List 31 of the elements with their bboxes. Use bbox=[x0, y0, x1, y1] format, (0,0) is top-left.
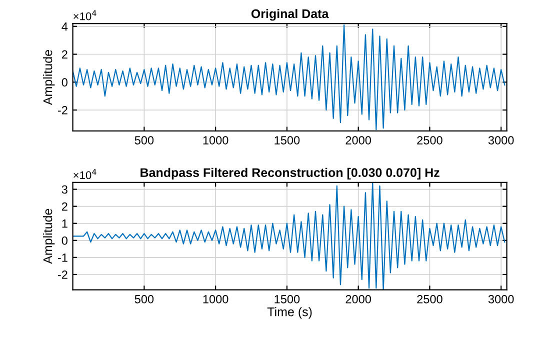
y-axis-title: Amplitude bbox=[43, 208, 55, 264]
line-series bbox=[72, 24, 506, 130]
x-tick-label: 1500 bbox=[274, 294, 300, 304]
y-tick-label: -2 bbox=[58, 106, 68, 114]
y-tick-label: -2 bbox=[58, 270, 68, 279]
x-tick-label: 1500 bbox=[274, 136, 300, 144]
y-tick-label: 4 bbox=[62, 22, 68, 31]
x-tick-label: 500 bbox=[134, 136, 154, 144]
y-tick-label: 3 bbox=[62, 185, 68, 194]
y-tick-label: 2 bbox=[62, 50, 68, 59]
y-tick-label: 0 bbox=[62, 236, 68, 245]
text: ×10$^{4}$ bbox=[74, 10, 96, 20]
x-axis-title: Time (s) bbox=[267, 307, 312, 319]
x-tick-label: 2500 bbox=[417, 136, 442, 144]
y-tick-label: 0 bbox=[62, 78, 68, 87]
y-tick-label: -1 bbox=[58, 254, 68, 262]
x-tick-label: 1000 bbox=[203, 136, 228, 144]
x-tick-label: 2500 bbox=[417, 294, 442, 304]
text: ×10$^{4}$ bbox=[74, 169, 96, 180]
x-tick-label: 3000 bbox=[488, 294, 514, 304]
chart-title: Original Data bbox=[251, 8, 329, 21]
x-tick-label: 2000 bbox=[346, 294, 371, 304]
line-series bbox=[72, 182, 506, 290]
x-tick-label: 2000 bbox=[346, 136, 371, 144]
chart-title: Bandpass Filtered Reconstruction [0.030 0.070] Hz bbox=[140, 168, 440, 180]
x-tick-label: 3000 bbox=[488, 136, 514, 144]
y-tick-label: 1 bbox=[62, 220, 68, 228]
x-tick-label: 1000 bbox=[203, 294, 228, 304]
x-tick-label: 500 bbox=[134, 294, 154, 304]
y-axis-title: Amplitude bbox=[43, 50, 55, 106]
y-tick-label: 2 bbox=[62, 202, 68, 211]
